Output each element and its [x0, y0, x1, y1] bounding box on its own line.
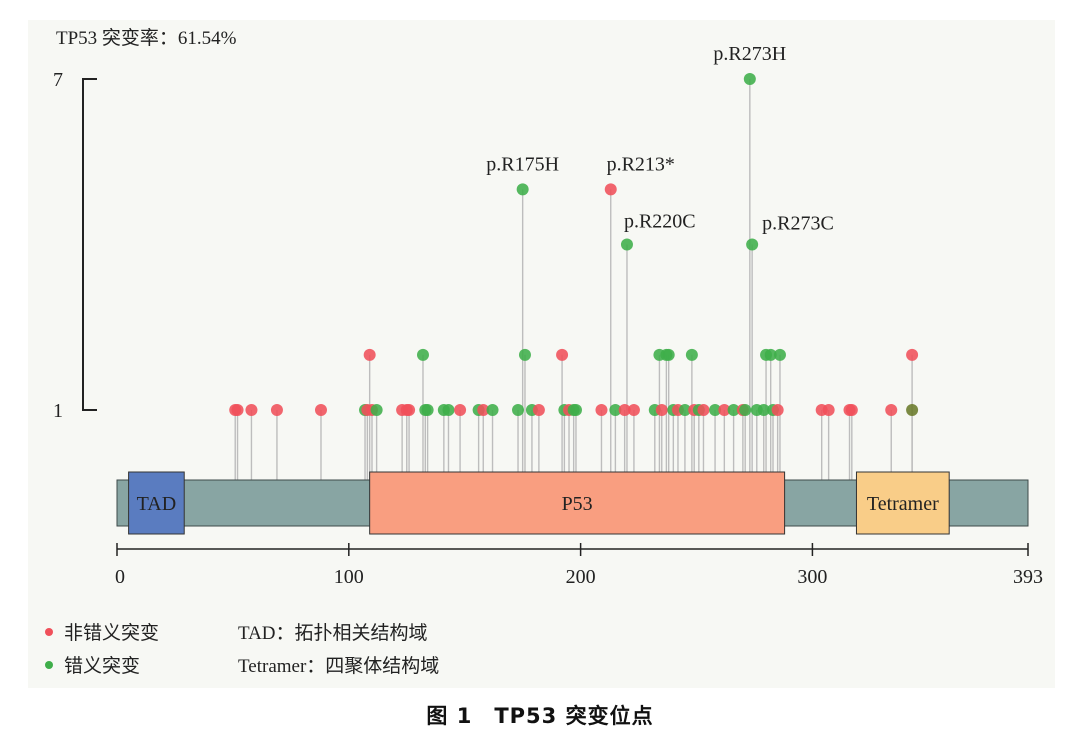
y-tick-label: 1 — [53, 400, 63, 422]
mutation-rate-text: TP53 突变率：61.54% — [56, 27, 237, 49]
mutation-dot — [609, 404, 622, 416]
mutation-dot — [416, 348, 429, 361]
x-tick-label: 300 — [797, 566, 827, 588]
mutation-dot — [270, 404, 283, 416]
legend-nonsense-label: 非错义突变 — [64, 622, 159, 644]
mutation-dot — [516, 183, 529, 196]
mutation-dot — [595, 404, 608, 416]
hotspot-label: p.R220C — [624, 211, 696, 233]
note-tad: TAD：拓扑相关结构域 — [238, 622, 428, 644]
legend-missense-label: 错义突变 — [64, 655, 140, 677]
mutation-dot — [370, 404, 383, 416]
mutation-dot — [231, 404, 244, 416]
domain-label: P53 — [562, 493, 593, 515]
domain-label: TAD — [137, 493, 177, 515]
mutation-dot — [718, 404, 731, 416]
mutation-dot — [709, 404, 722, 416]
mutation-dot — [569, 404, 582, 416]
mutation-dot — [486, 404, 499, 416]
mutation-dot — [743, 73, 756, 85]
legend-nonsense-swatch — [45, 628, 53, 636]
mutation-dot — [421, 404, 434, 416]
x-tick-label: 200 — [566, 566, 596, 588]
mutation-dot — [403, 404, 416, 416]
mutation-dot — [757, 404, 770, 416]
mutation-dot — [477, 404, 490, 416]
mutation-dot — [532, 404, 545, 416]
x-tick-label: 0 — [115, 566, 125, 588]
mutation-dot — [627, 404, 640, 416]
mutation-dot — [518, 348, 531, 361]
domain-label: Tetramer — [867, 493, 939, 515]
mutation-dot — [604, 183, 617, 196]
domain-tad — [128, 471, 185, 535]
mutation-dot — [697, 404, 710, 416]
mutation-dot — [512, 404, 525, 416]
mutation-dot — [618, 404, 631, 416]
mutation-dot — [442, 404, 455, 416]
mutation-dot — [764, 348, 777, 361]
mutation-dot — [363, 348, 376, 361]
mutation-dot — [556, 348, 569, 361]
mutation-dot — [678, 404, 691, 416]
x-tick-label: 393 — [1013, 566, 1043, 588]
hotspot-label: p.R273H — [713, 43, 786, 65]
mutation-dot — [771, 404, 784, 416]
mutation-dot — [454, 404, 467, 416]
mutation-dot — [655, 404, 668, 416]
mutation-dot — [685, 348, 698, 361]
domain-tetramer — [855, 471, 950, 535]
mutation-dot — [885, 404, 898, 416]
mutation-dot — [845, 404, 858, 416]
x-tick-label: 100 — [334, 566, 364, 588]
mutation-dot — [773, 348, 786, 361]
note-tetramer: Tetramer：四聚体结构域 — [238, 655, 439, 677]
legend-missense-swatch — [45, 661, 53, 669]
mutation-dot — [746, 238, 759, 251]
hotspot-label: p.R213* — [607, 153, 675, 175]
mutation-dot — [739, 404, 752, 416]
figure-caption: 图 1 TP53 突变位点 — [426, 704, 654, 728]
mutation-dot — [620, 238, 633, 251]
chart-panel — [28, 20, 1055, 688]
y-tick-label: 7 — [53, 69, 63, 91]
mutation-dot — [906, 348, 919, 361]
mutation-dot — [822, 404, 835, 416]
hotspot-label: p.R175H — [486, 153, 559, 175]
hotspot-label: p.R273C — [762, 213, 834, 235]
mutation-dot — [662, 348, 675, 361]
mutation-dot — [245, 404, 258, 416]
mutation-dot — [727, 404, 740, 416]
domain-p53 — [369, 471, 786, 535]
mutation-dot — [314, 404, 327, 416]
mutation-dot — [906, 404, 919, 416]
